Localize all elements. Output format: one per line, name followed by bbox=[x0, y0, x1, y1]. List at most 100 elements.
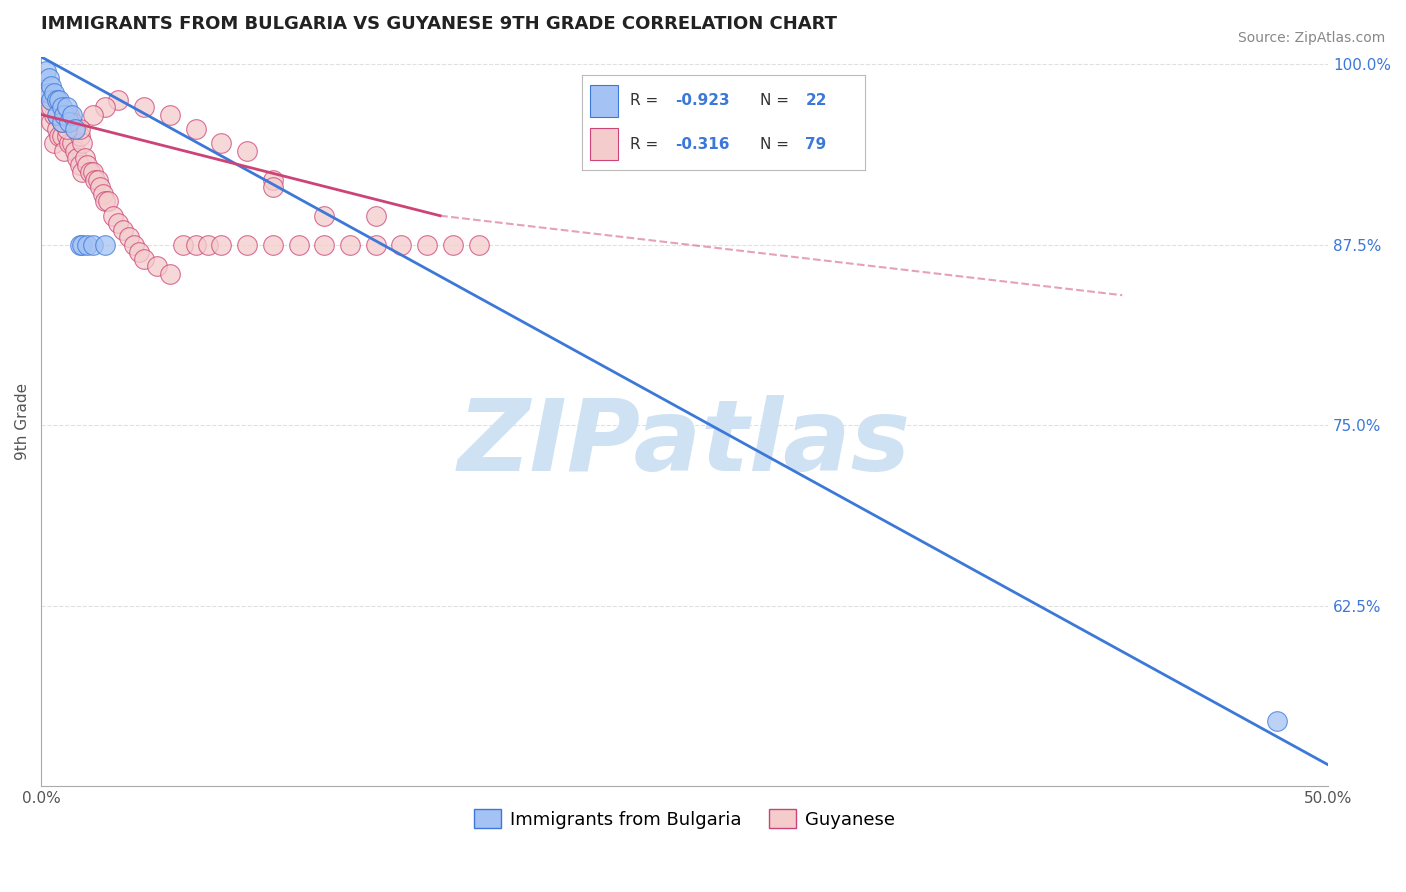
Point bbox=[117, 230, 139, 244]
Point bbox=[441, 237, 464, 252]
Point bbox=[42, 93, 65, 107]
Point bbox=[38, 100, 60, 114]
Point bbox=[56, 122, 79, 136]
Point bbox=[42, 86, 65, 100]
Point bbox=[79, 165, 101, 179]
Point bbox=[58, 136, 80, 151]
Point bbox=[159, 267, 181, 281]
Point bbox=[56, 107, 79, 121]
Point bbox=[97, 194, 120, 209]
Point bbox=[72, 237, 94, 252]
Point bbox=[72, 165, 94, 179]
Point bbox=[84, 172, 107, 186]
Point bbox=[262, 237, 284, 252]
Point bbox=[69, 129, 91, 144]
Point bbox=[364, 209, 387, 223]
Point bbox=[58, 107, 80, 121]
Point bbox=[236, 144, 259, 158]
Point bbox=[48, 107, 70, 121]
Point bbox=[53, 115, 76, 129]
Point bbox=[94, 194, 117, 209]
Point bbox=[45, 107, 67, 121]
Point bbox=[73, 151, 96, 165]
Point bbox=[159, 107, 181, 121]
Point bbox=[132, 100, 155, 114]
Point bbox=[51, 107, 73, 121]
Point bbox=[172, 237, 194, 252]
Point bbox=[314, 237, 336, 252]
Point bbox=[184, 237, 207, 252]
Point bbox=[38, 86, 60, 100]
Point bbox=[38, 71, 60, 86]
Point bbox=[45, 122, 67, 136]
Point bbox=[76, 158, 98, 172]
Point bbox=[107, 216, 129, 230]
Text: IMMIGRANTS FROM BULGARIA VS GUYANESE 9TH GRADE CORRELATION CHART: IMMIGRANTS FROM BULGARIA VS GUYANESE 9TH… bbox=[41, 15, 837, 33]
Y-axis label: 9th Grade: 9th Grade bbox=[15, 383, 30, 460]
Point bbox=[391, 237, 413, 252]
Point bbox=[42, 107, 65, 121]
Point bbox=[69, 122, 91, 136]
Point bbox=[184, 122, 207, 136]
Point bbox=[42, 136, 65, 151]
Point bbox=[314, 209, 336, 223]
Point bbox=[51, 129, 73, 144]
Point bbox=[45, 100, 67, 114]
Point bbox=[103, 209, 125, 223]
Point bbox=[60, 136, 83, 151]
Point bbox=[87, 172, 110, 186]
Point bbox=[51, 115, 73, 129]
Text: ZIPatlas: ZIPatlas bbox=[458, 395, 911, 492]
Point bbox=[1265, 714, 1288, 729]
Point bbox=[66, 151, 89, 165]
Point bbox=[72, 136, 94, 151]
Point bbox=[51, 115, 73, 129]
Point bbox=[197, 237, 219, 252]
Point bbox=[41, 115, 63, 129]
Point bbox=[262, 172, 284, 186]
Point bbox=[53, 107, 76, 121]
Text: Source: ZipAtlas.com: Source: ZipAtlas.com bbox=[1237, 31, 1385, 45]
Point bbox=[45, 107, 67, 121]
Point bbox=[416, 237, 439, 252]
Point bbox=[91, 187, 114, 202]
Point bbox=[262, 179, 284, 194]
Point bbox=[56, 100, 79, 114]
Point bbox=[51, 100, 73, 114]
Point bbox=[89, 179, 111, 194]
Point bbox=[60, 107, 83, 121]
Point bbox=[146, 260, 169, 274]
Point bbox=[66, 122, 89, 136]
Point bbox=[82, 107, 104, 121]
Point bbox=[48, 93, 70, 107]
Point bbox=[69, 237, 91, 252]
Point bbox=[69, 158, 91, 172]
Point bbox=[112, 223, 135, 237]
Point bbox=[467, 237, 489, 252]
Point bbox=[82, 165, 104, 179]
Point bbox=[63, 122, 86, 136]
Point bbox=[287, 237, 309, 252]
Point bbox=[53, 144, 76, 158]
Point bbox=[94, 237, 117, 252]
Point bbox=[63, 144, 86, 158]
Point bbox=[364, 237, 387, 252]
Point bbox=[63, 122, 86, 136]
Point bbox=[35, 93, 58, 107]
Point bbox=[58, 115, 80, 129]
Point bbox=[41, 93, 63, 107]
Point bbox=[107, 93, 129, 107]
Point bbox=[35, 64, 58, 78]
Point bbox=[60, 115, 83, 129]
Point bbox=[236, 237, 259, 252]
Point bbox=[76, 237, 98, 252]
Point bbox=[82, 237, 104, 252]
Point bbox=[41, 93, 63, 107]
Point bbox=[45, 93, 67, 107]
Point bbox=[41, 100, 63, 114]
Point bbox=[132, 252, 155, 266]
Point bbox=[209, 237, 232, 252]
Point bbox=[41, 78, 63, 93]
Legend: Immigrants from Bulgaria, Guyanese: Immigrants from Bulgaria, Guyanese bbox=[467, 802, 903, 836]
Point bbox=[122, 237, 145, 252]
